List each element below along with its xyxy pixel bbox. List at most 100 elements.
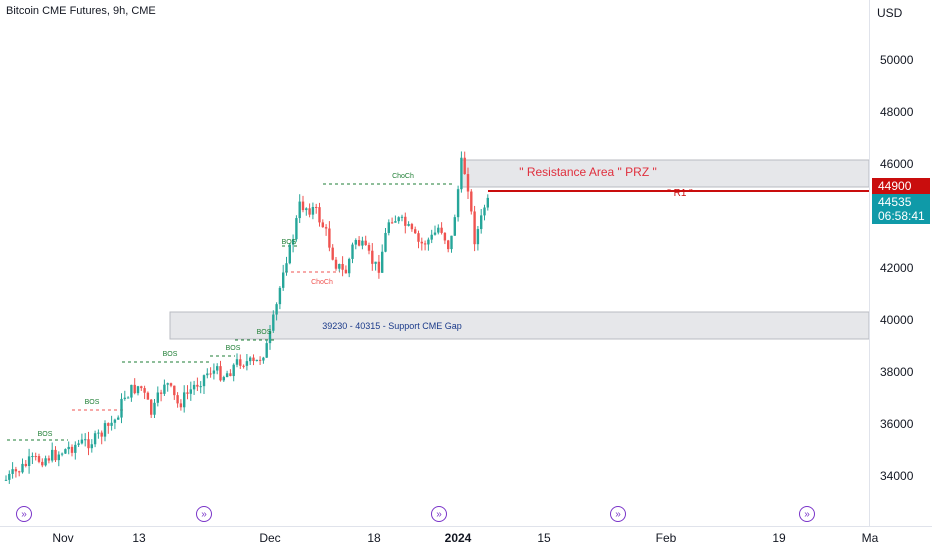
candle-body <box>130 384 133 398</box>
support-label: 39230 - 40315 - Support CME Gap <box>322 321 462 331</box>
candle-body <box>163 384 166 394</box>
resistance-zone <box>461 159 869 188</box>
fast-forward-circle-icon[interactable]: » <box>799 506 815 522</box>
candle-body <box>318 207 321 223</box>
support-zone <box>169 311 869 340</box>
candle-body <box>47 458 51 461</box>
candle-body <box>34 456 37 458</box>
candle-body <box>476 229 480 245</box>
candle-body <box>321 222 324 228</box>
candle-body <box>110 422 113 426</box>
currency-selector[interactable]: USD <box>877 6 903 20</box>
fast-forward-circle-icon[interactable]: » <box>431 506 447 522</box>
candle-body <box>427 239 430 245</box>
candle-body <box>209 373 212 375</box>
candle-body <box>443 232 447 241</box>
time-tick: 18 <box>367 531 381 545</box>
price-chart[interactable]: " Resistance Area " PRZ " " R1 " 39230 -… <box>0 0 869 526</box>
candle-body <box>338 264 341 269</box>
candle-body <box>74 444 77 453</box>
candle-body <box>140 386 143 389</box>
candle-body <box>90 444 93 449</box>
candle-body <box>331 247 334 260</box>
candle-body <box>80 439 84 444</box>
candle-body <box>37 456 41 462</box>
candle-body <box>41 461 44 466</box>
candle-body <box>235 359 239 365</box>
candle-body <box>387 222 390 233</box>
price-tick: 34000 <box>880 469 914 483</box>
candle-body <box>70 446 74 453</box>
candle-body <box>305 208 308 211</box>
candle-body <box>169 383 173 386</box>
candle-body <box>367 245 371 251</box>
fast-forward-circle-icon[interactable]: » <box>610 506 626 522</box>
candle-body <box>176 395 179 404</box>
candle-body <box>400 216 404 218</box>
candle-body <box>453 217 456 236</box>
candle-body <box>311 206 315 215</box>
candle-body <box>103 423 107 437</box>
candle-body <box>206 373 209 376</box>
price-tick: 46000 <box>880 157 914 171</box>
bos-label: BOS <box>282 239 297 246</box>
candle-body <box>232 364 235 377</box>
candle-body <box>450 235 453 250</box>
candle-body <box>433 232 437 235</box>
candle-body <box>384 232 387 252</box>
candle-body <box>143 388 146 393</box>
candle-body <box>189 389 192 394</box>
candle-body <box>57 454 60 461</box>
candle-body <box>473 211 476 245</box>
candle-series <box>4 151 489 484</box>
time-tick: 2024 <box>444 531 472 545</box>
candle-body <box>344 269 348 274</box>
candle-body <box>31 456 34 458</box>
candle-body <box>414 229 417 234</box>
candle-body <box>324 227 328 229</box>
candle-body <box>275 304 278 315</box>
candle-body <box>133 384 136 394</box>
candle-body <box>483 207 486 216</box>
candle-body <box>480 215 483 230</box>
candle-body <box>229 373 232 377</box>
price-axis[interactable]: USD 50000 48000 46000 44000 42000 40000 … <box>869 0 932 526</box>
candle-body <box>54 449 57 461</box>
candle-body <box>437 227 440 233</box>
last-price-value: 44535 <box>878 195 912 209</box>
candle-body <box>67 446 70 450</box>
candle-body <box>117 417 120 420</box>
candle-body <box>308 208 311 215</box>
candle-body <box>14 469 18 472</box>
candle-body <box>262 357 265 361</box>
candle-body <box>123 397 126 399</box>
candle-body <box>268 330 272 344</box>
bos-label: BOS <box>257 329 272 336</box>
candle-body <box>4 479 8 481</box>
candle-body <box>21 463 24 473</box>
candle-body <box>93 433 97 445</box>
time-tick: 19 <box>772 531 786 545</box>
candle-body <box>202 375 206 387</box>
candle-body <box>374 261 377 264</box>
candle-body <box>351 244 354 259</box>
candle-body <box>252 357 255 362</box>
candle-body <box>51 449 54 461</box>
candle-body <box>390 222 394 224</box>
candle-body <box>470 191 473 212</box>
candle-body <box>222 377 225 381</box>
candle-body <box>295 218 298 240</box>
fast-forward-circle-icon[interactable]: » <box>16 506 32 522</box>
candle-body <box>466 174 470 192</box>
candle-body <box>8 473 11 480</box>
candle-body <box>486 197 489 208</box>
candle-body <box>24 463 27 466</box>
candle-body <box>239 359 242 366</box>
resistance-label: " Resistance Area " PRZ " <box>519 165 657 179</box>
candle-body <box>348 258 351 274</box>
fast-forward-circle-icon[interactable]: » <box>196 506 212 522</box>
candle-body <box>334 259 338 269</box>
time-axis[interactable]: Nov 13 Dec 18 2024 15 Feb 19 Ma <box>0 526 932 551</box>
candle-body <box>463 157 466 175</box>
choch-low-label: ChoCh <box>311 279 333 286</box>
